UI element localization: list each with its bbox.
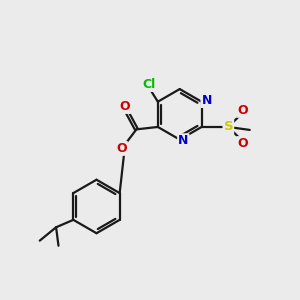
Text: N: N bbox=[178, 134, 188, 147]
Text: O: O bbox=[120, 100, 130, 113]
Text: O: O bbox=[116, 142, 127, 155]
Text: O: O bbox=[237, 104, 247, 117]
Text: S: S bbox=[224, 121, 233, 134]
Text: N: N bbox=[202, 94, 212, 107]
Text: O: O bbox=[237, 137, 247, 150]
Text: Cl: Cl bbox=[142, 78, 156, 91]
